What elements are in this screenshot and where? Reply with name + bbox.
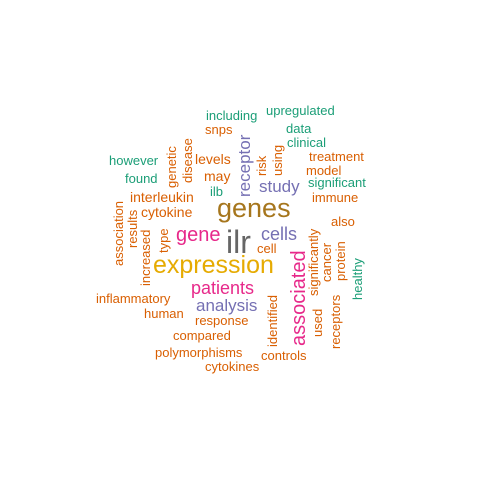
word-cell: cell [257, 241, 277, 256]
word-polymorphisms: polymorphisms [155, 345, 243, 360]
word-model: model [306, 163, 342, 178]
word-association: association [111, 200, 126, 266]
word-genetic: genetic [164, 146, 179, 188]
word-disease: disease [180, 138, 195, 183]
word-analysis: analysis [196, 296, 258, 315]
word-receptor: receptor [235, 134, 254, 197]
word-compared: compared [173, 328, 231, 343]
word-gene: gene [176, 224, 221, 246]
word-interleukin: interleukin [130, 189, 194, 205]
word-treatment: treatment [309, 149, 364, 164]
word-expression: expression [153, 251, 274, 279]
word-human: human [144, 306, 184, 321]
word-upregulated: upregulated [266, 103, 335, 118]
word-ilb: ilb [210, 184, 224, 199]
word-also: also [331, 214, 355, 229]
word-using: using [270, 144, 285, 176]
word-significant: significant [308, 175, 366, 190]
word-type: type [156, 228, 171, 253]
word-genes: genes [217, 193, 291, 223]
word-increased: increased [138, 229, 153, 286]
word-cancer: cancer [319, 242, 334, 282]
word-clinical: clinical [287, 135, 327, 150]
word-immune: immune [312, 190, 359, 205]
word-including: including [206, 108, 258, 123]
word-identified: identified [265, 294, 280, 347]
word-inflammatory: inflammatory [96, 291, 171, 306]
word-cytokine: cytokine [141, 204, 193, 220]
word-levels: levels [195, 151, 231, 167]
word-found: found [125, 171, 158, 186]
word-however: however [109, 153, 159, 168]
word-snps: snps [205, 122, 233, 137]
word-used: used [310, 308, 325, 337]
word-healthy: healthy [350, 258, 365, 300]
word-study: study [259, 177, 300, 196]
word-patients: patients [191, 278, 255, 298]
word-cytokines: cytokines [205, 359, 260, 374]
word-may: may [204, 168, 231, 184]
word-controls: controls [261, 348, 307, 363]
word-risk: risk [254, 155, 269, 176]
word-response: response [195, 313, 249, 328]
word-ilr: ilr [226, 224, 251, 260]
word-receptors: receptors [328, 294, 343, 349]
word-cells: cells [261, 224, 298, 244]
word-data: data [286, 121, 312, 136]
word-protein: protein [333, 241, 348, 281]
